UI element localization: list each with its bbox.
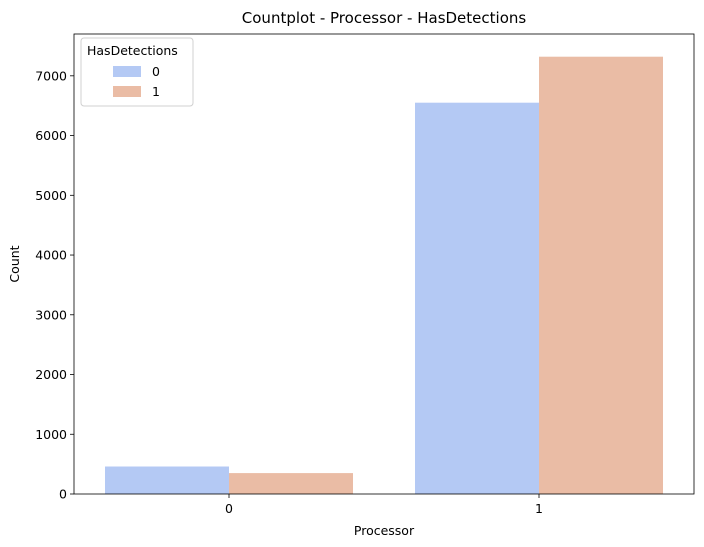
y-tick-label: 1000 bbox=[35, 427, 67, 442]
bar-processor-0-hasdetections-1 bbox=[229, 473, 353, 494]
y-tick-label: 3000 bbox=[35, 307, 67, 322]
y-tick-label: 4000 bbox=[35, 248, 67, 263]
legend-label-1: 1 bbox=[152, 84, 160, 99]
y-tick-label: 5000 bbox=[35, 188, 67, 203]
legend: HasDetections 0 1 bbox=[80, 37, 194, 107]
x-axis-label: Processor bbox=[354, 523, 415, 538]
x-tick-label: 0 bbox=[225, 501, 233, 516]
y-tick-label: 2000 bbox=[35, 367, 67, 382]
axes-frame bbox=[73, 33, 695, 495]
plot-area: 0 1000 2000 3000 4000 5000 6000 7000 0 1 bbox=[35, 56, 663, 516]
legend-title: HasDetections bbox=[87, 43, 178, 58]
legend-swatch-0 bbox=[113, 66, 141, 77]
bar-processor-0-hasdetections-0 bbox=[105, 466, 229, 494]
y-tick-label: 6000 bbox=[35, 128, 67, 143]
chart-title: Countplot - Processor - HasDetections bbox=[242, 9, 527, 27]
bar-processor-1-hasdetections-0 bbox=[415, 102, 539, 495]
legend-label-0: 0 bbox=[152, 64, 160, 79]
y-axis-label: Count bbox=[7, 245, 22, 282]
x-tick-label: 1 bbox=[535, 501, 543, 516]
y-tick-label: 0 bbox=[59, 487, 67, 502]
y-tick-label: 7000 bbox=[35, 68, 67, 83]
bar-processor-1-hasdetections-1 bbox=[539, 56, 663, 495]
legend-swatch-1 bbox=[113, 86, 141, 97]
